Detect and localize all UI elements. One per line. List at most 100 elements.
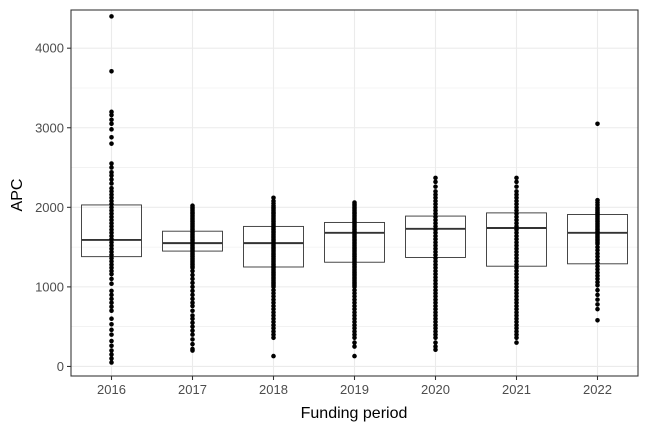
- point-2017: [190, 341, 195, 347]
- point-2019: [352, 294, 357, 299]
- point-2016: [109, 316, 114, 322]
- point-2020: [433, 208, 438, 213]
- point-2018: [271, 300, 276, 306]
- point-2020: [433, 284, 438, 290]
- x-tick-label: 2018: [259, 382, 288, 397]
- point-2016: [109, 165, 114, 170]
- point-2022: [595, 260, 600, 266]
- y-tick-label: 4000: [35, 41, 64, 56]
- point-2021: [514, 287, 519, 293]
- x-tick-label: 2021: [502, 382, 531, 397]
- point-2022: [595, 263, 600, 269]
- point-2021: [514, 184, 519, 189]
- point-2021: [514, 240, 519, 245]
- point-2020: [433, 319, 438, 325]
- point-2016: [109, 356, 114, 361]
- point-2021: [514, 236, 519, 242]
- y-axis-ticks: 0 1000 2000 3000 4000: [35, 41, 71, 374]
- point-2018: [271, 332, 276, 337]
- point-2016: [109, 348, 114, 353]
- x-tick-label: 2019: [340, 382, 369, 397]
- point-2022: [595, 270, 600, 275]
- point-2022: [595, 302, 600, 307]
- point-2017: [190, 348, 195, 353]
- point-2021: [514, 300, 519, 306]
- point-2021: [514, 325, 519, 331]
- point-2017: [190, 272, 195, 278]
- point-2016: [109, 332, 114, 337]
- point-2019: [352, 329, 357, 334]
- point-2020: [433, 255, 438, 261]
- point-2020: [433, 329, 438, 334]
- point-2022: [595, 279, 600, 285]
- point-2016: [109, 109, 114, 115]
- point-2017: [190, 313, 195, 318]
- point-2017: [190, 284, 195, 290]
- data-points: [109, 14, 600, 365]
- point-2016: [109, 281, 114, 287]
- point-2016: [109, 288, 114, 294]
- point-2017: [190, 332, 195, 337]
- point-2021: [514, 329, 519, 334]
- point-2016: [109, 217, 114, 223]
- point-2016: [109, 189, 114, 194]
- point-2019: [352, 284, 357, 290]
- point-2021: [514, 332, 519, 337]
- point-2021: [514, 214, 519, 220]
- point-2021: [514, 265, 519, 271]
- point-2021: [514, 233, 519, 239]
- point-2016: [109, 230, 114, 236]
- point-2016: [109, 243, 114, 248]
- point-2020: [433, 271, 438, 277]
- point-2020: [433, 275, 438, 280]
- point-2021: [514, 198, 519, 204]
- point-2021: [514, 268, 519, 274]
- point-2022: [595, 254, 600, 259]
- point-2020: [433, 313, 438, 318]
- point-2022: [595, 251, 600, 256]
- point-2017: [190, 296, 195, 302]
- x-tick-label: 2022: [583, 382, 612, 397]
- point-2017: [190, 280, 195, 286]
- point-2019: [352, 290, 357, 296]
- point-2022: [595, 257, 600, 263]
- point-2019: [352, 297, 357, 302]
- point-2021: [514, 201, 519, 207]
- point-2018: [271, 303, 276, 309]
- point-2018: [271, 325, 276, 331]
- point-2016: [109, 173, 114, 178]
- point-2018: [271, 287, 276, 293]
- point-2020: [433, 278, 438, 283]
- point-2020: [433, 325, 438, 331]
- point-2017: [190, 337, 195, 342]
- point-2022: [595, 292, 600, 298]
- point-2019: [352, 306, 357, 312]
- point-2021: [514, 281, 519, 287]
- point-2020: [433, 322, 438, 328]
- point-2016: [109, 271, 114, 277]
- point-2016: [109, 236, 114, 242]
- y-tick-label: 0: [57, 359, 64, 374]
- point-2020: [433, 192, 438, 197]
- point-2020: [433, 249, 438, 255]
- point-2016: [109, 343, 114, 349]
- point-2016: [109, 304, 114, 310]
- point-2021: [514, 340, 519, 345]
- point-2020: [433, 344, 438, 349]
- point-2020: [433, 214, 438, 220]
- point-2021: [514, 316, 519, 322]
- y-tick-label: 1000: [35, 279, 64, 294]
- point-2017: [190, 324, 195, 329]
- point-2016: [109, 338, 114, 344]
- point-2016: [109, 170, 114, 175]
- point-2021: [514, 249, 519, 255]
- point-2017: [190, 276, 195, 282]
- point-2021: [514, 290, 519, 296]
- point-2016: [109, 268, 114, 274]
- y-tick-label: 3000: [35, 120, 64, 135]
- point-2017: [190, 308, 195, 314]
- x-axis-title: Funding period: [301, 405, 408, 422]
- point-2021: [514, 205, 519, 210]
- point-2022: [595, 282, 600, 288]
